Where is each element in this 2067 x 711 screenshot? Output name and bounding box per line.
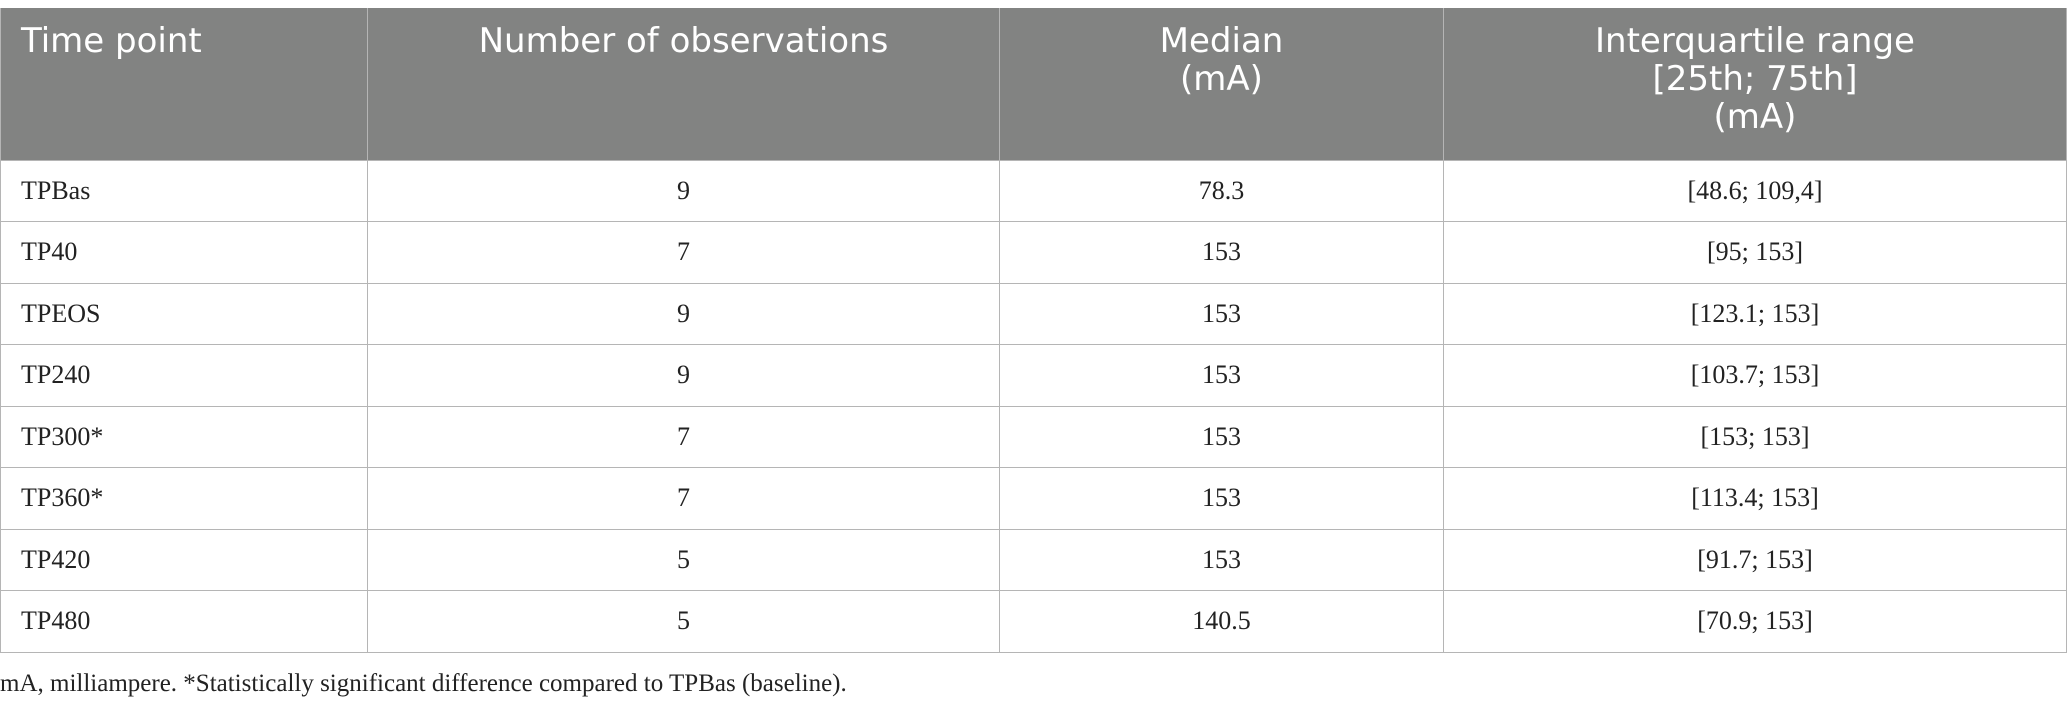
header-row: Time point Number of observations Median… (0, 8, 2067, 160)
cell-median: 153 (999, 221, 1444, 284)
cell-observations: 7 (367, 467, 1000, 530)
cell-median: 153 (999, 528, 1444, 591)
table-row: TPEOS 9 153 [123.1; 153] (0, 282, 2067, 345)
cell-observations: 5 (367, 590, 1000, 653)
cell-iqr: [91.7; 153] (1443, 528, 2067, 591)
cell-time-point: TP40 (0, 221, 368, 284)
cell-median: 153 (999, 405, 1444, 468)
cell-observations: 9 (367, 159, 1000, 222)
table-row: TP240 9 153 [103.7; 153] (0, 344, 2067, 407)
cell-median: 153 (999, 467, 1444, 530)
cell-iqr: [48.6; 109,4] (1443, 159, 2067, 222)
table-row: TPBas 9 78.3 [48.6; 109,4] (0, 159, 2067, 222)
cell-iqr: [113.4; 153] (1443, 467, 2067, 530)
cell-time-point: TPBas (0, 159, 368, 222)
cell-time-point: TP240 (0, 344, 368, 407)
table-row: TP360* 7 153 [113.4; 153] (0, 467, 2067, 530)
cell-iqr: [103.7; 153] (1443, 344, 2067, 407)
cell-median: 153 (999, 344, 1444, 407)
table-body: TPBas 9 78.3 [48.6; 109,4] TP40 7 153 [9… (0, 159, 2067, 653)
table-row: TP300* 7 153 [153; 153] (0, 405, 2067, 468)
table-row: TP480 5 140.5 [70.9; 153] (0, 590, 2067, 653)
cell-median: 153 (999, 282, 1444, 345)
cell-iqr: [153; 153] (1443, 405, 2067, 468)
cell-time-point: TP300* (0, 405, 368, 468)
cell-time-point: TP420 (0, 528, 368, 591)
cell-observations: 5 (367, 528, 1000, 591)
cell-iqr: [123.1; 153] (1443, 282, 2067, 345)
cell-time-point: TP480 (0, 590, 368, 653)
cell-iqr: [70.9; 153] (1443, 590, 2067, 653)
cell-observations: 7 (367, 405, 1000, 468)
cell-observations: 9 (367, 344, 1000, 407)
cell-median: 78.3 (999, 159, 1444, 222)
table-row: TP420 5 153 [91.7; 153] (0, 528, 2067, 591)
data-table: Time point Number of observations Median… (0, 8, 2067, 653)
cell-iqr: [95; 153] (1443, 221, 2067, 284)
header-median: Median (mA) (999, 8, 1444, 160)
cell-observations: 7 (367, 221, 1000, 284)
cell-time-point: TPEOS (0, 282, 368, 345)
data-table-container: Time point Number of observations Median… (0, 8, 2067, 653)
cell-observations: 9 (367, 282, 1000, 345)
header-interquartile-range: Interquartile range [25th; 75th] (mA) (1443, 8, 2067, 160)
table-header: Time point Number of observations Median… (0, 8, 2067, 160)
header-time-point: Time point (0, 8, 368, 160)
table-row: TP40 7 153 [95; 153] (0, 221, 2067, 284)
table-footnote: mA, milliampere. *Statistically signific… (0, 670, 847, 697)
cell-median: 140.5 (999, 590, 1444, 653)
header-number-of-observations: Number of observations (367, 8, 1000, 160)
cell-time-point: TP360* (0, 467, 368, 530)
